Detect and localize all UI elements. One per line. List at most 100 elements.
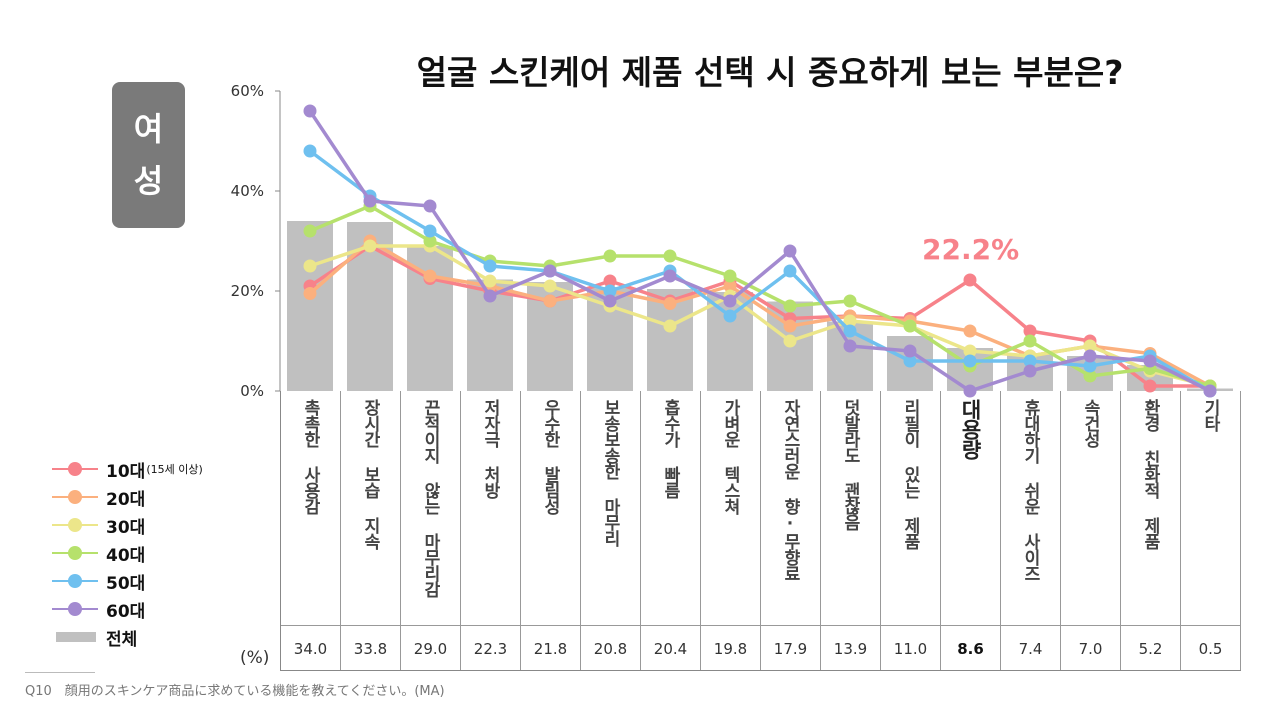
total-value: 21.8 xyxy=(521,625,580,671)
data-point xyxy=(483,274,497,288)
data-point xyxy=(1023,354,1037,368)
y-tick-label: 40% xyxy=(230,182,264,200)
category-label-wrap: 리필이 있는 제품 xyxy=(881,399,940,627)
legend-item: 10대 (15세 이상) xyxy=(52,455,203,483)
bar-total xyxy=(287,221,333,391)
divider xyxy=(25,672,95,673)
data-point xyxy=(543,294,557,308)
data-point xyxy=(483,289,497,303)
category-column: 휴대하기 쉬운 사이즈 7.4 xyxy=(1001,391,1061,670)
total-value: 33.8 xyxy=(341,625,400,671)
data-point xyxy=(303,144,317,158)
chart-title: 얼굴 스킨케어 제품 선택 시 중요하게 보는 부분은? xyxy=(416,53,1124,92)
category-column: 자연스러운 향·무향료 17.9 xyxy=(761,391,821,670)
category-label: 자연스러운 향·무향료 xyxy=(780,399,800,581)
legend-item: 전체 xyxy=(52,623,203,651)
data-point xyxy=(723,309,737,323)
category-label: 리필이 있는 제품 xyxy=(900,399,920,549)
data-point xyxy=(783,319,797,333)
data-point xyxy=(603,284,617,298)
total-value: 22.3 xyxy=(461,625,520,671)
data-point xyxy=(663,319,677,333)
category-label: 보송보송한 마무리 xyxy=(600,399,620,546)
legend-item: 20대 xyxy=(52,483,203,511)
category-column: 흡수가 빠름 20.4 xyxy=(641,391,701,670)
data-point xyxy=(783,244,797,258)
total-value: 13.9 xyxy=(821,625,880,671)
gender-badge: 여 성 xyxy=(112,82,185,228)
total-value: 20.4 xyxy=(641,625,700,671)
category-label-wrap: 우수한 발림성 xyxy=(521,399,580,627)
data-point xyxy=(603,294,617,308)
category-label-wrap: 흡수가 빠름 xyxy=(641,399,700,627)
data-point xyxy=(843,339,857,353)
total-value: 8.6 xyxy=(941,625,1000,671)
data-point xyxy=(1143,379,1157,393)
legend-label: 50대 xyxy=(106,573,146,594)
category-column: 끈적이지 않는 마무리감 29.0 xyxy=(401,391,461,670)
category-label-wrap: 속건성 xyxy=(1061,399,1120,627)
category-table: 촉촉한 사용감 34.0 장시간 보습 지속 33.8 끈적이지 않는 마무리감 29.0… xyxy=(280,391,1241,671)
data-point xyxy=(1023,324,1037,338)
category-column: 촉촉한 사용감 34.0 xyxy=(281,391,341,670)
category-label: 저자극 처방 xyxy=(480,399,500,498)
data-point xyxy=(363,194,377,208)
data-point xyxy=(723,294,737,308)
category-label: 환경 친화적 제품 xyxy=(1140,399,1160,549)
category-label-wrap: 자연스러운 향·무향료 xyxy=(761,399,820,627)
category-label: 덧발라도 괜찮음 xyxy=(840,399,860,530)
category-label-wrap: 대용량 xyxy=(941,399,1000,627)
legend-note: (15세 이상) xyxy=(146,463,203,476)
total-value: 20.8 xyxy=(581,625,640,671)
legend-label: 10대 xyxy=(106,461,146,482)
category-label: 촉촉한 사용감 xyxy=(300,399,320,514)
legend-marker-icon xyxy=(52,546,98,560)
legend-label: 40대 xyxy=(106,545,146,566)
data-point xyxy=(783,264,797,278)
data-point xyxy=(423,269,437,283)
data-point xyxy=(423,199,437,213)
legend-marker-icon xyxy=(52,462,98,476)
data-point xyxy=(1083,339,1097,353)
data-point xyxy=(963,344,977,358)
category-label: 끈적이지 않는 마무리감 xyxy=(420,399,440,597)
category-label: 휴대하기 쉬운 사이즈 xyxy=(1020,399,1040,581)
data-point xyxy=(723,279,737,293)
data-point xyxy=(843,314,857,328)
data-point xyxy=(903,319,917,333)
total-value: 29.0 xyxy=(401,625,460,671)
data-point xyxy=(603,274,617,288)
legend-item: 40대 xyxy=(52,539,203,567)
category-label-wrap: 장시간 보습 지속 xyxy=(341,399,400,627)
data-point xyxy=(363,239,377,253)
legend-marker-icon xyxy=(52,518,98,532)
legend-marker-icon xyxy=(52,602,98,616)
data-point xyxy=(843,294,857,308)
category-label: 대용량 xyxy=(958,399,983,459)
category-column: 장시간 보습 지속 33.8 xyxy=(341,391,401,670)
legend-label: 전체 xyxy=(106,629,138,650)
category-label-wrap: 기타 xyxy=(1181,399,1240,627)
data-point xyxy=(903,354,917,368)
category-column: 저자극 처방 22.3 xyxy=(461,391,521,670)
data-point xyxy=(543,279,557,293)
legend-marker-icon xyxy=(52,574,98,588)
total-value: 34.0 xyxy=(281,625,340,671)
category-label: 장시간 보습 지속 xyxy=(360,399,380,549)
legend-label: 20대 xyxy=(106,489,146,510)
footnote: Q10 顔用のスキンケア商品に求めている機能を教えてください。(MA) xyxy=(25,684,445,699)
category-label-wrap: 덧발라도 괜찮음 xyxy=(821,399,880,627)
category-column: 보송보송한 마무리 20.8 xyxy=(581,391,641,670)
unit-label: (%) xyxy=(240,648,270,668)
data-point xyxy=(663,269,677,283)
y-tick-label: 0% xyxy=(240,382,264,400)
data-point xyxy=(1083,349,1097,363)
category-column: 환경 친화적 제품 5.2 xyxy=(1121,391,1181,670)
category-column: 우수한 발림성 21.8 xyxy=(521,391,581,670)
data-point xyxy=(963,384,977,398)
legend-bar-icon xyxy=(52,630,98,644)
total-value: 11.0 xyxy=(881,625,940,671)
category-column: 기타 0.5 xyxy=(1181,391,1241,670)
category-label-wrap: 휴대하기 쉬운 사이즈 xyxy=(1001,399,1060,627)
total-value: 0.5 xyxy=(1181,625,1240,671)
